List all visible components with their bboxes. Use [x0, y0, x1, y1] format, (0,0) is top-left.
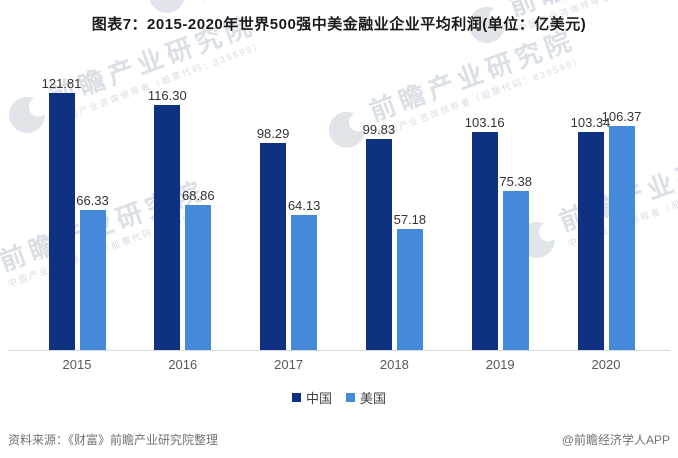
value-label-china-2017: 98.29	[256, 126, 290, 141]
value-label-china-2018: 99.83	[362, 122, 396, 137]
value-label-usa-2018: 57.18	[393, 212, 427, 227]
x-axis-label-2015: 2015	[62, 357, 92, 372]
legend-swatch-china	[291, 393, 301, 402]
value-label-usa-2019: 75.38	[499, 174, 532, 189]
value-label-china-2019: 103.16	[464, 115, 505, 130]
x-axis-label-2019: 2019	[485, 357, 515, 372]
bar-china-2016	[154, 105, 181, 350]
bar-china-2018	[365, 139, 392, 350]
bar-china-2015	[48, 93, 75, 350]
bar-usa-2015	[79, 210, 106, 350]
x-axis-label-2020: 2020	[591, 357, 621, 372]
value-label-china-2020: 103.34	[570, 115, 611, 130]
bar-china-2020	[577, 132, 604, 350]
x-axis-line	[8, 350, 670, 351]
legend-item-china: 中国	[291, 388, 332, 407]
x-axis-label-2018: 2018	[379, 357, 409, 372]
legend-label-china: 中国	[305, 391, 332, 406]
value-label-usa-2015: 66.33	[76, 193, 109, 208]
value-label-usa-2016: 68.86	[182, 188, 215, 203]
legend-item-usa: 美国	[346, 388, 386, 407]
x-axis-label-2017: 2017	[274, 357, 304, 372]
value-label-usa-2020: 106.37	[601, 109, 642, 124]
legend-label-usa: 美国	[360, 391, 387, 406]
value-label-china-2015: 121.81	[41, 76, 82, 91]
value-label-usa-2017: 64.13	[287, 198, 321, 213]
legend: 中国 美国	[0, 388, 678, 407]
bar-usa-2017	[291, 215, 318, 350]
bar-china-2017	[260, 143, 287, 350]
credit-text: @前瞻经济学人APP	[561, 433, 670, 447]
bar-china-2019	[471, 132, 498, 350]
bar-usa-2020	[608, 126, 635, 350]
chart-title: 图表7：2015-2020年世界500强中美金融业企业平均利润(单位：亿美元)	[91, 16, 587, 33]
bar-usa-2019	[502, 191, 529, 350]
value-label-china-2016: 116.30	[147, 88, 187, 103]
legend-swatch-usa	[346, 393, 355, 402]
bar-usa-2016	[185, 205, 212, 350]
source-text: 资料来源：《财富》前瞻产业研究院整理	[8, 433, 219, 447]
footer: 资料来源：《财富》前瞻产业研究院整理 @前瞻经济学人APP	[8, 431, 670, 448]
bar-usa-2018	[396, 229, 423, 350]
x-axis-label-2016: 2016	[168, 357, 198, 372]
